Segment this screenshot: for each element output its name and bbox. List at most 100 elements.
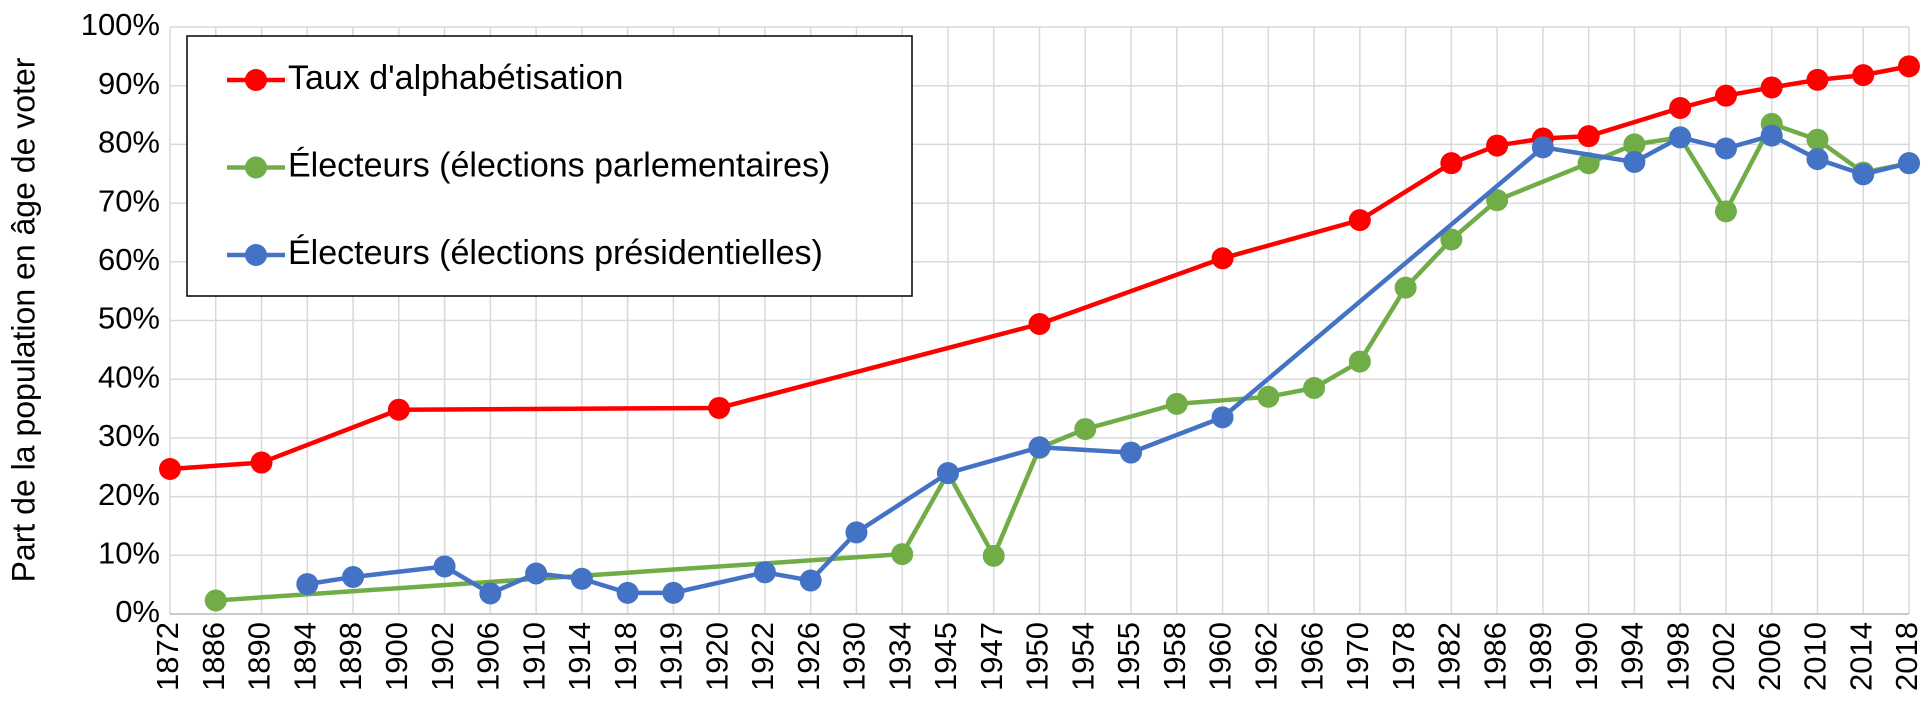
x-tick-label: 1954 — [1065, 622, 1100, 691]
y-tick-label: 0% — [115, 594, 160, 629]
data-point — [1028, 436, 1051, 459]
data-point — [1211, 247, 1234, 270]
x-tick-label: 1930 — [837, 622, 872, 691]
x-tick-label: 1914 — [562, 622, 597, 691]
data-point — [662, 581, 685, 604]
data-point — [1165, 392, 1188, 415]
legend-label: Taux d'alphabétisation — [288, 59, 623, 97]
legend-label: Électeurs (élections parlementaires) — [288, 146, 830, 184]
x-tick-label: 1989 — [1523, 622, 1558, 691]
x-tick-label: 1890 — [242, 622, 277, 691]
x-tick-label: 1966 — [1294, 622, 1329, 691]
x-tick-label: 1872 — [150, 622, 185, 691]
data-point — [387, 398, 410, 421]
x-tick-label: 1978 — [1386, 622, 1421, 691]
data-point — [1120, 441, 1143, 464]
data-point — [891, 543, 914, 566]
x-tick-label: 1960 — [1203, 622, 1238, 691]
data-point — [433, 555, 456, 578]
x-tick-label: 1920 — [699, 622, 734, 691]
legend-marker — [245, 69, 267, 91]
legend: Taux d'alphabétisation Électeurs (électio… — [186, 35, 913, 297]
x-tick-label: 1900 — [379, 622, 414, 691]
data-point — [1394, 276, 1417, 299]
x-tick-label: 1994 — [1615, 622, 1650, 691]
x-tick-label: 1986 — [1477, 622, 1512, 691]
data-point — [1806, 128, 1829, 151]
data-point — [982, 544, 1005, 567]
data-point — [1211, 406, 1234, 429]
x-tick-label: 1918 — [608, 622, 643, 691]
data-point — [1577, 125, 1600, 148]
y-tick-label: 70% — [98, 183, 160, 218]
x-tick-label: 1922 — [745, 622, 780, 691]
y-tick-label: 90% — [98, 66, 160, 101]
x-tick-label: 1906 — [471, 622, 506, 691]
data-point — [708, 396, 731, 419]
x-tick-label: 1955 — [1111, 622, 1146, 691]
x-tick-label: 1970 — [1340, 622, 1375, 691]
x-tick-label: 1945 — [928, 622, 963, 691]
data-point — [753, 561, 776, 584]
data-point — [1669, 97, 1692, 120]
y-tick-label: 50% — [98, 301, 160, 336]
data-point — [159, 458, 181, 481]
x-tick-label: 1947 — [974, 622, 1009, 691]
data-point — [799, 569, 822, 592]
x-tick-label: 1898 — [333, 622, 368, 691]
data-point — [1806, 148, 1829, 171]
data-point — [936, 462, 959, 485]
x-tick-label: 1998 — [1660, 622, 1695, 691]
x-tick-label: 1886 — [196, 622, 231, 691]
data-point — [1898, 152, 1920, 175]
x-tick-label: 2006 — [1752, 622, 1787, 691]
legend-marker — [245, 156, 267, 179]
x-tick-label: 1950 — [1020, 622, 1055, 691]
data-point — [1623, 133, 1646, 156]
y-tick-label: 20% — [98, 477, 160, 512]
x-tick-label: 2010 — [1798, 622, 1833, 691]
y-tick-label: 40% — [98, 359, 160, 394]
x-tick-label: 1962 — [1249, 622, 1284, 691]
data-point — [1074, 418, 1097, 441]
x-tick-label: 1919 — [654, 622, 689, 691]
x-tick-label: 1934 — [882, 622, 917, 691]
x-tick-label: 2014 — [1843, 622, 1878, 691]
x-tick-label: 1990 — [1569, 622, 1604, 691]
x-tick-label: 1926 — [791, 622, 826, 691]
plot — [159, 55, 1920, 612]
x-tick-label: 1902 — [425, 622, 460, 691]
data-point — [1623, 151, 1646, 174]
data-point — [1714, 200, 1737, 223]
data-point — [479, 582, 502, 605]
data-point — [1303, 377, 1326, 400]
x-tick-label: 2018 — [1889, 622, 1924, 691]
legend-label: Électeurs (élections présidentielles) — [288, 234, 823, 272]
data-point — [296, 573, 319, 596]
legend-box — [186, 35, 913, 297]
data-point — [616, 581, 639, 604]
data-point — [570, 567, 593, 590]
x-tick-label: 1910 — [516, 622, 551, 691]
y-tick-label: 30% — [98, 418, 160, 453]
data-point — [1852, 163, 1875, 186]
x-tick-label: 1982 — [1432, 622, 1467, 691]
data-point — [204, 589, 227, 612]
data-point — [1486, 134, 1509, 157]
y-tick-label: 80% — [98, 125, 160, 160]
data-point — [1760, 76, 1783, 99]
y-tick-label: 60% — [98, 242, 160, 277]
y-axis-label: Part de la population en âge de voter — [5, 57, 41, 582]
x-tick-label: 1958 — [1157, 622, 1192, 691]
data-point — [525, 562, 548, 585]
data-point — [1486, 189, 1509, 212]
y-tick-label: 100% — [81, 7, 160, 42]
data-point — [1898, 55, 1920, 78]
data-point — [1714, 84, 1737, 107]
data-point — [342, 566, 365, 589]
x-tick-label: 1894 — [287, 622, 322, 691]
data-point — [1714, 137, 1737, 160]
data-point — [250, 451, 273, 474]
y-tick-label: 10% — [98, 535, 160, 570]
